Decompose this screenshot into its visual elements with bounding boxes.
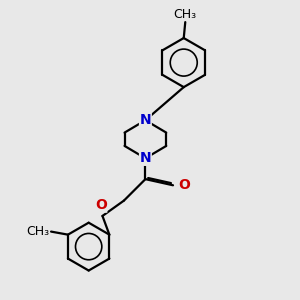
Text: N: N [140,113,151,127]
Text: N: N [140,151,151,165]
Text: CH₃: CH₃ [174,8,197,22]
Text: O: O [178,178,190,192]
Text: O: O [95,198,107,212]
Text: CH₃: CH₃ [26,225,50,238]
